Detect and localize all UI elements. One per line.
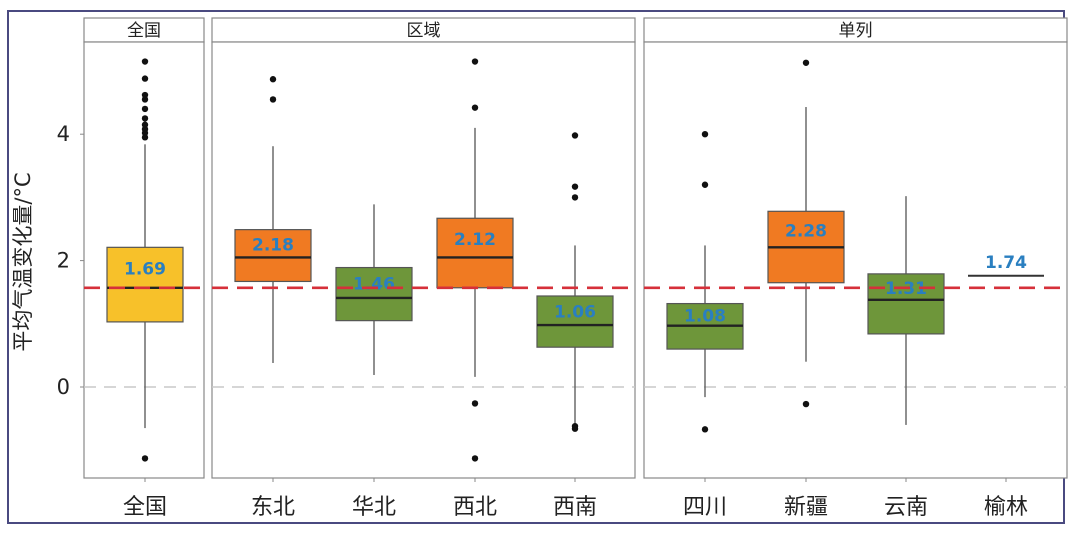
iqr-box bbox=[867, 273, 945, 335]
box-榆林: 榆林 1.74 bbox=[968, 253, 1044, 520]
x-tick-label: 云南 bbox=[884, 495, 928, 520]
mean-value-label: 1.46 bbox=[353, 275, 395, 295]
y-tick-label: 0 bbox=[57, 375, 70, 399]
outlier-point bbox=[471, 455, 479, 462]
x-tick-label: 西北 bbox=[453, 495, 497, 520]
mean-value-label: 1.08 bbox=[684, 307, 726, 327]
box-西北: 西北 2.12 bbox=[436, 58, 514, 520]
facet-title: 区域 bbox=[407, 21, 441, 41]
box-东北: 东北 2.18 bbox=[234, 76, 312, 520]
outlier-point bbox=[141, 75, 149, 82]
y-tick-label: 2 bbox=[57, 249, 70, 273]
outlier-point bbox=[802, 400, 810, 408]
outlier-point bbox=[701, 426, 709, 433]
outlier-point bbox=[471, 400, 479, 407]
outlier-point bbox=[141, 455, 149, 462]
outlier-point bbox=[269, 96, 277, 103]
facet-title: 全国 bbox=[127, 21, 161, 41]
outlier-point bbox=[571, 194, 579, 201]
mean-value-label: 1.69 bbox=[124, 260, 166, 280]
outlier-point bbox=[571, 132, 579, 139]
outlier-point bbox=[269, 76, 277, 83]
mean-value-label: 1.06 bbox=[554, 303, 596, 323]
mean-value-label: 2.12 bbox=[454, 230, 496, 250]
x-tick-label: 榆林 bbox=[984, 495, 1028, 520]
outlier-point bbox=[701, 131, 709, 138]
iqr-box bbox=[106, 246, 184, 323]
outlier-point bbox=[141, 121, 149, 128]
outlier-point bbox=[141, 105, 149, 113]
outlier-point bbox=[141, 96, 149, 103]
x-tick-label: 四川 bbox=[683, 495, 727, 520]
outlier-point bbox=[701, 181, 709, 188]
facet-strip bbox=[211, 17, 636, 43]
x-tick-label: 东北 bbox=[251, 495, 295, 520]
iqr-box bbox=[335, 266, 413, 322]
facet-title: 单列 bbox=[839, 21, 873, 41]
outlier-point bbox=[471, 58, 479, 65]
mean-value-label: 1.74 bbox=[985, 253, 1027, 273]
x-tick-label: 西南 bbox=[553, 495, 597, 520]
box-西南: 西南 1.06 bbox=[536, 132, 614, 520]
box-四川: 四川 1.08 bbox=[666, 131, 744, 520]
iqr-box bbox=[536, 295, 614, 348]
outlier-point bbox=[571, 183, 579, 190]
iqr-box bbox=[234, 229, 312, 283]
x-tick-label: 华北 bbox=[352, 495, 396, 520]
outlier-point bbox=[802, 59, 810, 66]
outlier-point bbox=[571, 425, 579, 432]
x-tick-label: 全国 bbox=[123, 495, 167, 520]
outlier-point bbox=[141, 58, 149, 65]
outlier-point bbox=[141, 125, 149, 133]
x-tick-label: 新疆 bbox=[784, 495, 828, 520]
outlier-point bbox=[471, 104, 479, 111]
facet-strip bbox=[83, 17, 205, 43]
box-新疆: 新疆 2.28 bbox=[767, 59, 845, 520]
mean-value-label: 2.18 bbox=[252, 236, 294, 256]
outlier-point bbox=[141, 134, 149, 141]
y-tick-label: 4 bbox=[57, 122, 70, 146]
y-axis-title: 平均气温变化量/°C bbox=[11, 172, 35, 351]
box-华北: 华北 1.46 bbox=[335, 204, 413, 520]
outlier-point bbox=[141, 91, 149, 99]
mean-value-label: 2.28 bbox=[785, 221, 827, 241]
facet-plot-area bbox=[643, 41, 1068, 479]
iqr-box bbox=[436, 217, 514, 289]
outlier-point bbox=[141, 115, 149, 122]
